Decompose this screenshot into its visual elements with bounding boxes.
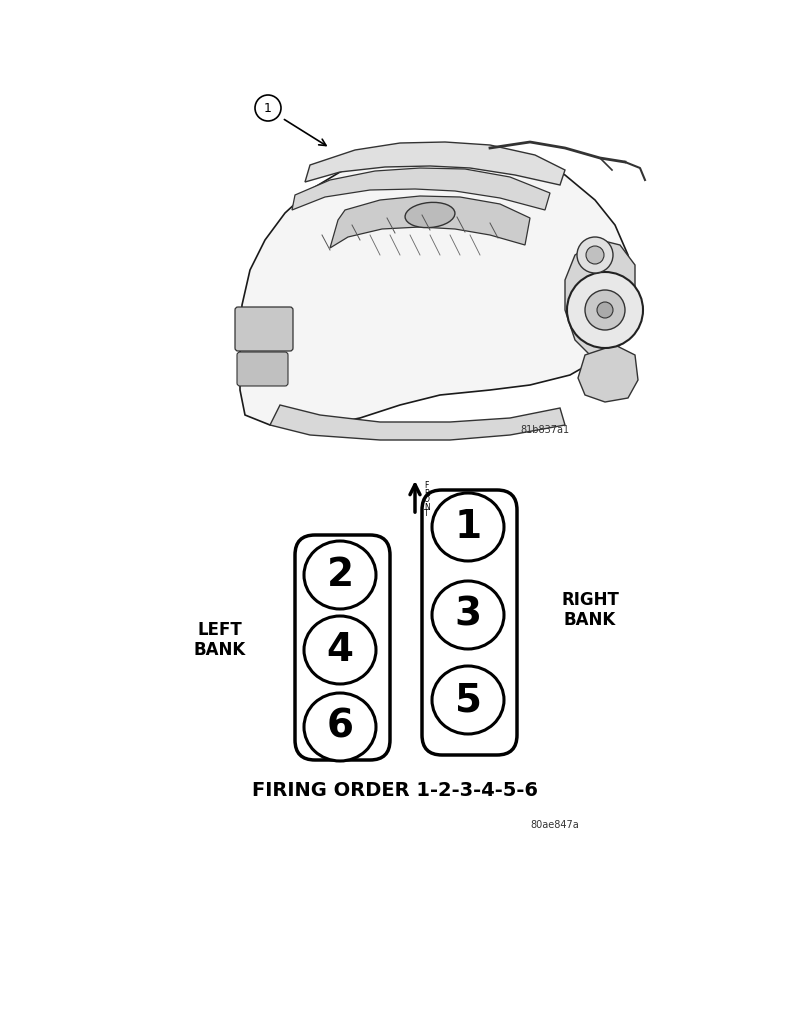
Text: FIRING ORDER 1-2-3-4-5-6: FIRING ORDER 1-2-3-4-5-6 (252, 780, 538, 800)
Text: 3: 3 (455, 596, 482, 634)
Circle shape (577, 237, 613, 273)
Text: 1: 1 (264, 101, 272, 115)
Polygon shape (330, 196, 530, 248)
Text: 81b837a1: 81b837a1 (520, 425, 570, 435)
Circle shape (586, 246, 604, 264)
Ellipse shape (432, 493, 504, 561)
FancyBboxPatch shape (235, 307, 293, 351)
Ellipse shape (304, 693, 376, 761)
Ellipse shape (405, 203, 455, 227)
Polygon shape (270, 406, 565, 440)
Text: 80ae847a: 80ae847a (531, 820, 579, 830)
Polygon shape (292, 168, 550, 210)
Text: R: R (424, 488, 430, 498)
FancyBboxPatch shape (422, 490, 517, 755)
Ellipse shape (304, 541, 376, 609)
Ellipse shape (432, 666, 504, 734)
Text: 1: 1 (455, 508, 482, 546)
Circle shape (567, 272, 643, 348)
Circle shape (585, 290, 625, 330)
Polygon shape (240, 145, 635, 428)
Text: LEFT
BANK: LEFT BANK (194, 621, 246, 659)
Circle shape (597, 302, 613, 318)
Text: 4: 4 (327, 631, 354, 669)
Text: 2: 2 (327, 556, 354, 594)
Polygon shape (578, 345, 638, 402)
Ellipse shape (432, 581, 504, 649)
Text: F: F (424, 481, 429, 490)
Polygon shape (565, 240, 635, 355)
Text: 6: 6 (327, 708, 354, 746)
Text: N: N (424, 503, 430, 512)
FancyBboxPatch shape (295, 535, 390, 760)
Text: T: T (424, 510, 429, 518)
FancyBboxPatch shape (237, 352, 288, 386)
Text: 5: 5 (455, 681, 482, 719)
Ellipse shape (304, 616, 376, 684)
Text: O: O (424, 496, 430, 505)
Polygon shape (305, 142, 565, 185)
Text: RIGHT
BANK: RIGHT BANK (561, 591, 619, 630)
